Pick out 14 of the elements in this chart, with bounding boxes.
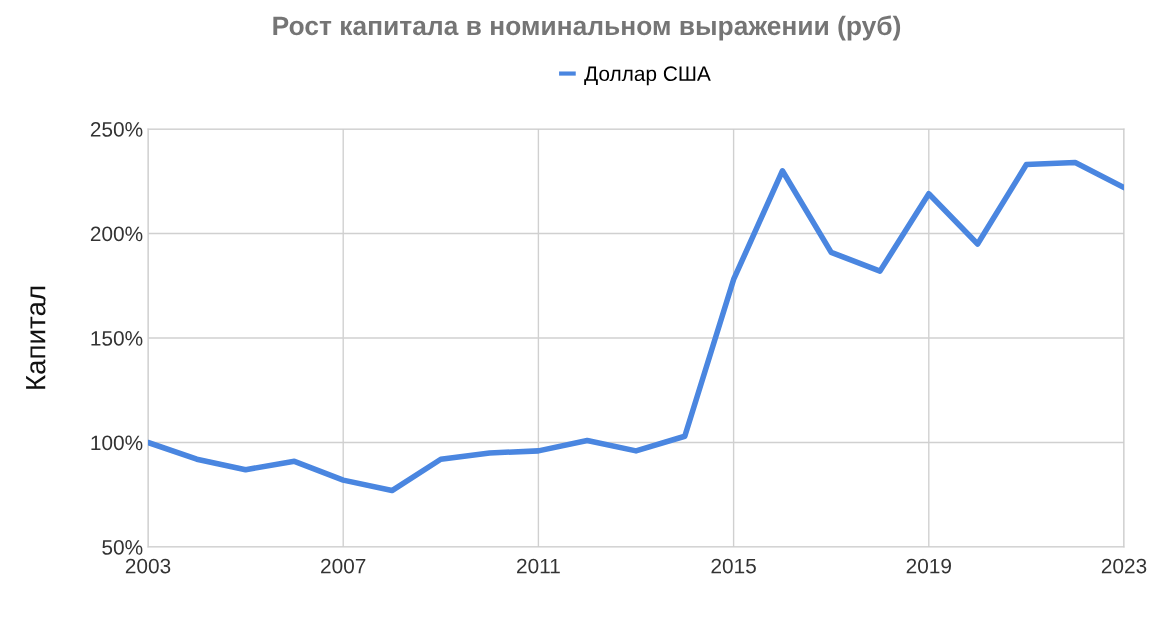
- x-tick-label: 2003: [125, 558, 171, 574]
- y-tick-label: 50%: [102, 540, 143, 555]
- x-tick-label: 2015: [711, 558, 756, 574]
- y-tick-label: 150%: [91, 331, 143, 346]
- y-tick-label: 200%: [90, 226, 143, 242]
- x-tick-label: 2007: [321, 558, 366, 574]
- y-axis-title: Капитал: [26, 286, 46, 389]
- x-tick-label: 2023: [1101, 558, 1147, 574]
- x-tick-label: 2011: [517, 558, 560, 574]
- y-tick-label: 100%: [91, 435, 143, 451]
- x-tick-label: 2019: [906, 558, 951, 574]
- legend-label: Доллар США: [584, 66, 711, 86]
- chart-title: Рост капитала в номинальном выражении (руб): [273, 15, 901, 41]
- y-tick-label: 250%: [90, 122, 143, 137]
